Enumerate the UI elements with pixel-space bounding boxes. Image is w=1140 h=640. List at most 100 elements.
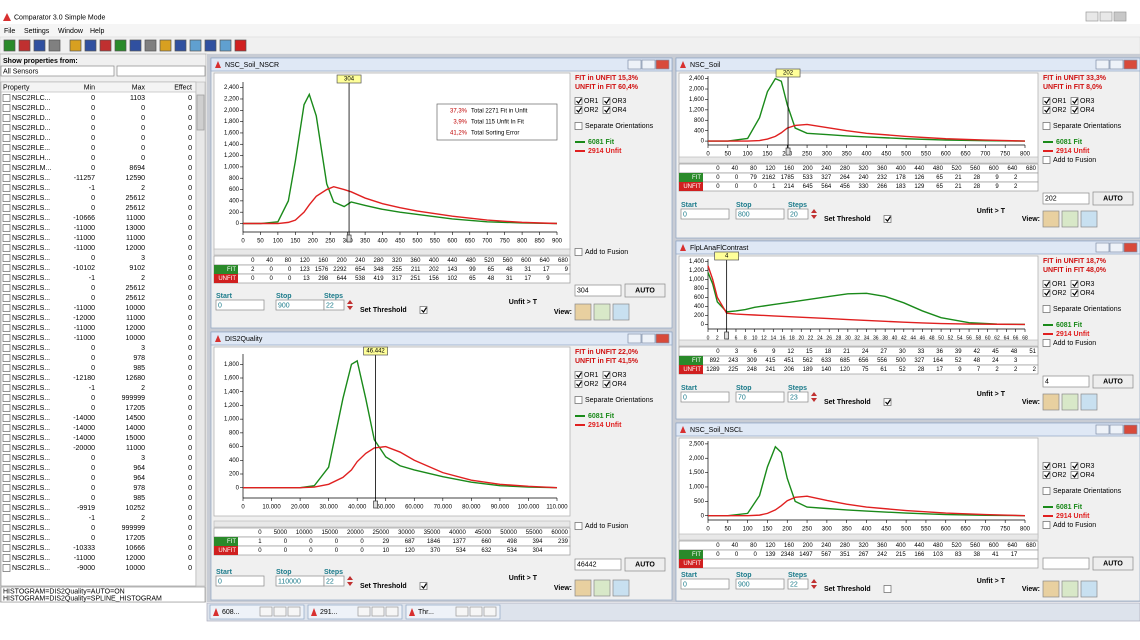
- window-button[interactable]: [1085, 11, 1099, 22]
- checkbox[interactable]: [2, 304, 11, 312]
- window-button[interactable]: [1095, 424, 1110, 435]
- checkbox[interactable]: [883, 585, 892, 593]
- checkbox[interactable]: [602, 380, 611, 388]
- checkbox[interactable]: [2, 344, 11, 352]
- window-button[interactable]: [655, 59, 670, 70]
- auto-button[interactable]: [624, 557, 666, 572]
- taskbar-button[interactable]: [483, 606, 497, 617]
- toolbar-button[interactable]: [234, 39, 247, 52]
- checkbox[interactable]: [2, 194, 11, 202]
- view-button[interactable]: [574, 303, 592, 321]
- checkbox[interactable]: [2, 454, 11, 462]
- checkbox[interactable]: [2, 444, 11, 452]
- text-input[interactable]: [323, 575, 345, 587]
- view-button[interactable]: [1080, 210, 1098, 228]
- second-combo[interactable]: [116, 65, 206, 77]
- taskbar-button[interactable]: [469, 606, 483, 617]
- checkbox[interactable]: [1042, 305, 1051, 313]
- toolbar-button[interactable]: [159, 39, 172, 52]
- threshold-input[interactable]: [1042, 192, 1090, 205]
- window-button[interactable]: [1113, 11, 1127, 22]
- checkbox[interactable]: [1042, 487, 1051, 495]
- checkbox[interactable]: [1042, 462, 1051, 470]
- checkbox[interactable]: [2, 504, 11, 512]
- window-button[interactable]: [1095, 59, 1110, 70]
- checkbox[interactable]: [883, 398, 892, 406]
- text-input[interactable]: [680, 391, 730, 403]
- toolbar-button[interactable]: [219, 39, 232, 52]
- scrollbar[interactable]: [195, 81, 206, 587]
- checkbox[interactable]: [1042, 106, 1051, 114]
- scrollbar[interactable]: [213, 520, 571, 528]
- checkbox[interactable]: [1042, 471, 1051, 479]
- checkbox[interactable]: [2, 434, 11, 442]
- view-button[interactable]: [1042, 580, 1060, 598]
- text-input[interactable]: [735, 208, 785, 220]
- checkbox[interactable]: [574, 380, 583, 388]
- scrollbar[interactable]: [678, 156, 1039, 164]
- checkbox[interactable]: [2, 394, 11, 402]
- checkbox[interactable]: [2, 264, 11, 272]
- threshold-handle[interactable]: [724, 331, 729, 340]
- checkbox[interactable]: [883, 215, 892, 223]
- checkbox[interactable]: [602, 97, 611, 105]
- taskbar-button[interactable]: [371, 606, 385, 617]
- checkbox[interactable]: [2, 174, 11, 182]
- checkbox[interactable]: [2, 404, 11, 412]
- checkbox[interactable]: [2, 124, 11, 132]
- spin-button[interactable]: [347, 576, 353, 586]
- auto-button[interactable]: [1092, 191, 1134, 206]
- checkbox[interactable]: [2, 284, 11, 292]
- checkbox[interactable]: [2, 214, 11, 222]
- checkbox[interactable]: [1070, 280, 1079, 288]
- checkbox[interactable]: [574, 97, 583, 105]
- window-button[interactable]: [1123, 424, 1138, 435]
- checkbox[interactable]: [574, 396, 583, 404]
- window-button[interactable]: [655, 333, 670, 344]
- checkbox[interactable]: [1042, 97, 1051, 105]
- checkbox[interactable]: [2, 464, 11, 472]
- window-button[interactable]: [1109, 424, 1124, 435]
- taskbar-button[interactable]: [455, 606, 469, 617]
- checkbox[interactable]: [2, 164, 11, 172]
- toolbar-button[interactable]: [3, 39, 16, 52]
- threshold-handle[interactable]: [785, 147, 791, 156]
- taskbar-button[interactable]: [273, 606, 287, 617]
- checkbox[interactable]: [2, 514, 11, 522]
- view-button[interactable]: [1061, 580, 1079, 598]
- window-button[interactable]: [1109, 242, 1124, 253]
- spin-button[interactable]: [347, 300, 353, 310]
- checkbox[interactable]: [1042, 521, 1051, 529]
- checkbox[interactable]: [1070, 106, 1079, 114]
- sensor-combo[interactable]: [0, 65, 115, 77]
- checkbox[interactable]: [574, 522, 583, 530]
- checkbox[interactable]: [2, 204, 11, 212]
- toolbar-button[interactable]: [48, 39, 61, 52]
- scrollbar[interactable]: [678, 533, 1039, 541]
- toolbar-button[interactable]: [114, 39, 127, 52]
- checkbox[interactable]: [1070, 97, 1079, 105]
- text-input[interactable]: [787, 208, 809, 220]
- text-input[interactable]: [680, 578, 730, 590]
- checkbox[interactable]: [2, 524, 11, 532]
- checkbox[interactable]: [2, 554, 11, 562]
- view-button[interactable]: [1042, 393, 1060, 411]
- checkbox[interactable]: [2, 224, 11, 232]
- view-button[interactable]: [1061, 393, 1079, 411]
- checkbox[interactable]: [2, 374, 11, 382]
- checkbox[interactable]: [1042, 339, 1051, 347]
- checkbox[interactable]: [2, 134, 11, 142]
- window-button[interactable]: [1123, 59, 1138, 70]
- toolbar-button[interactable]: [18, 39, 31, 52]
- checkbox[interactable]: [2, 324, 11, 332]
- checkbox[interactable]: [2, 474, 11, 482]
- text-input[interactable]: [787, 578, 809, 590]
- view-button[interactable]: [612, 303, 630, 321]
- window-button[interactable]: [627, 333, 642, 344]
- checkbox[interactable]: [419, 306, 428, 314]
- toolbar-button[interactable]: [33, 39, 46, 52]
- checkbox[interactable]: [2, 234, 11, 242]
- threshold-handle[interactable]: [346, 234, 352, 243]
- view-button[interactable]: [612, 579, 630, 597]
- auto-button[interactable]: [624, 283, 666, 298]
